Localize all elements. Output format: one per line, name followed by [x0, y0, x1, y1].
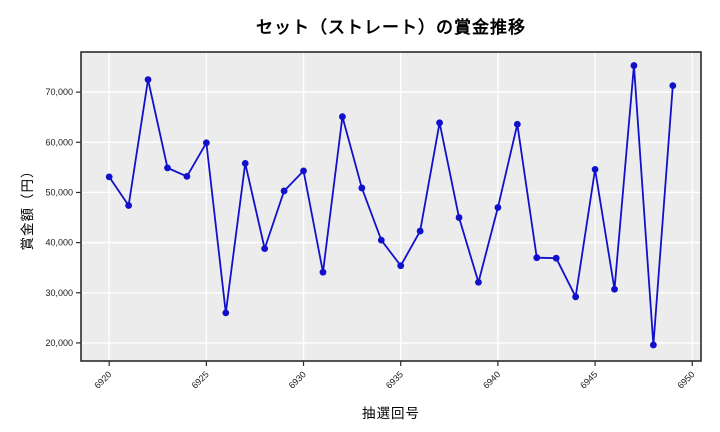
y-tick-label: 70,000 [45, 87, 73, 97]
data-point [533, 254, 541, 262]
x-tick-label: 6950 [675, 369, 696, 390]
data-point [416, 227, 424, 235]
data-point [649, 341, 657, 349]
data-point [300, 167, 307, 175]
data-point [125, 202, 133, 209]
data-point [475, 278, 482, 286]
y-tick-label: 50,000 [45, 187, 73, 197]
data-point [552, 254, 560, 262]
x-tick-label: 6940 [481, 369, 502, 390]
plot-background [81, 52, 701, 361]
series-line [108, 64, 674, 346]
plot-border [80, 51, 702, 362]
y-tick-label: 20,000 [45, 338, 73, 348]
data-point [494, 204, 502, 211]
data-point [164, 164, 171, 172]
data-point [280, 187, 288, 195]
y-axis-title: 賞金額（円） [20, 163, 35, 251]
data-point [339, 113, 346, 121]
x-tick-label: 6945 [578, 369, 599, 390]
data-point [144, 76, 152, 83]
data-point [630, 62, 638, 69]
data-point [241, 159, 249, 167]
x-tick-label: 6930 [287, 369, 308, 390]
data-point [222, 309, 230, 317]
y-tick-label: 30,000 [45, 288, 73, 298]
data-point [183, 173, 191, 180]
data-point [358, 184, 366, 192]
data-point [591, 165, 599, 173]
x-tick-label: 6920 [92, 369, 113, 390]
data-point [377, 236, 385, 244]
x-tick-label: 6925 [190, 369, 211, 390]
x-tick-label: 6935 [384, 369, 405, 390]
y-tick-label: 60,000 [45, 137, 73, 147]
data-point [455, 214, 463, 221]
data-point [611, 285, 618, 293]
x-axis-title: 抽選回号 [362, 406, 420, 421]
data-point [397, 262, 405, 270]
data-point [202, 139, 210, 147]
data-point [105, 173, 113, 181]
data-point [319, 268, 327, 276]
data-point [513, 120, 521, 128]
data-point [669, 82, 677, 90]
data-point [572, 293, 580, 301]
data-point [436, 119, 443, 127]
y-tick-label: 40,000 [45, 238, 73, 248]
chart-title: セット（ストレート）の賞金推移 [256, 18, 526, 37]
data-point [261, 245, 269, 253]
